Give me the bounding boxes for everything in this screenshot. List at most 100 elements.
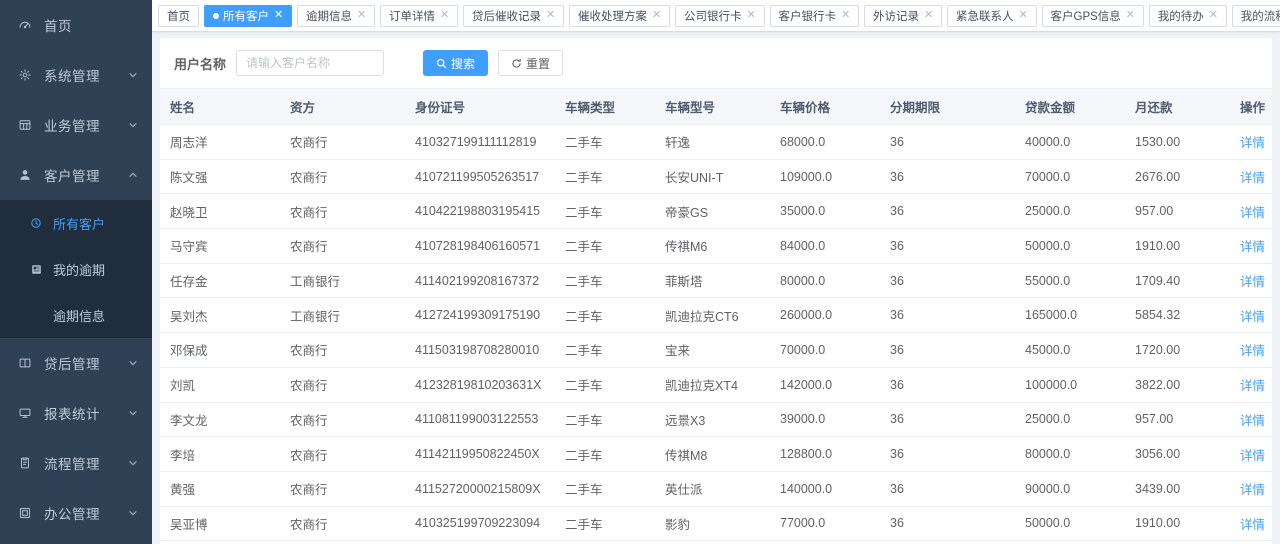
detail-link[interactable]: 详情 <box>1240 517 1266 532</box>
flow-icon <box>16 455 34 471</box>
cell-loan: 90000.0 <box>1015 471 1125 507</box>
tab-12[interactable]: 我的流程✕ <box>1231 4 1280 27</box>
table-head: 姓名 资方 身份证号 车辆类型 车辆型号 车辆价格 分期期限 贷款金额 月还款 操作 <box>160 88 1272 125</box>
close-icon[interactable]: ✕ <box>274 9 284 21</box>
cell-name: 邓保成 <box>160 332 280 368</box>
column-header-0: 姓名 <box>160 88 280 125</box>
tab-2[interactable]: 逾期信息 ✕ <box>297 4 375 27</box>
cell-vehicle_model: 凯迪拉克XT4 <box>655 367 770 403</box>
cell-monthly: 2676.00 <box>1125 159 1230 195</box>
cell-price: 128800.0 <box>770 436 880 472</box>
cell-vehicle_type: 二手车 <box>555 159 655 195</box>
cell-monthly: 957.00 <box>1125 193 1230 230</box>
sidebar-item-system-monitoring[interactable]: 系统监控 <box>0 538 152 544</box>
cell-price: 140000.0 <box>770 471 880 507</box>
table-row: 李文龙 农商行 411081199003122553 二手车 远景X3 39000.0 36… <box>160 402 1272 438</box>
tab-0[interactable]: 首页✕ <box>158 4 199 27</box>
sidebar-item-system-management[interactable]: 系统管理 <box>0 50 152 100</box>
table-header-row: 姓名 资方 身份证号 车辆类型 车辆型号 车辆价格 分期期限 贷款金额 月还款 操作 <box>160 88 1272 125</box>
tab-6[interactable]: 公司银行卡 ✕ <box>675 4 765 27</box>
cell-vehicle_model: 传祺M8 <box>655 436 770 472</box>
detail-link[interactable]: 详情 <box>1240 483 1266 498</box>
dashboard-icon <box>16 17 34 33</box>
sidebar-item-customer-management[interactable]: 客户管理 <box>0 150 152 200</box>
detail-link[interactable]: 详情 <box>1240 171 1266 186</box>
sidebar-item-office-management[interactable]: 办公管理 <box>0 488 152 538</box>
search-button[interactable]: 搜索 <box>423 50 489 76</box>
cell-id: 410327199111112819 <box>405 124 555 160</box>
detail-link[interactable]: 详情 <box>1240 275 1266 290</box>
tab-label: 订单详情 <box>389 10 435 23</box>
detail-link[interactable]: 详情 <box>1240 379 1266 394</box>
tab-1[interactable]: 所有客户 ✕ <box>204 4 292 27</box>
cell-loan: 70000.0 <box>1015 159 1125 195</box>
tab-10[interactable]: 客户GPS信息 ✕ <box>1041 4 1144 27</box>
cell-action: 详情 <box>1230 193 1272 230</box>
cell-name: 黄强 <box>160 471 280 507</box>
chevron-down-icon <box>128 70 138 80</box>
reset-button-label: 重置 <box>526 56 551 71</box>
cell-name: 刘凯 <box>160 367 280 403</box>
close-icon[interactable]: ✕ <box>924 9 934 21</box>
tab-label: 我的待办 <box>1157 10 1204 23</box>
cell-vehicle_type: 二手车 <box>555 263 655 299</box>
sidebar-subitem-overdue-info[interactable]: 逾期信息 <box>0 292 152 338</box>
close-icon[interactable]: ✕ <box>1125 9 1136 21</box>
cell-name: 吴亚博 <box>160 506 280 542</box>
cell-action: 详情 <box>1230 228 1272 264</box>
cell-action: 详情 <box>1230 297 1272 334</box>
close-icon[interactable]: ✕ <box>841 9 851 21</box>
cell-term: 36 <box>880 471 1015 507</box>
cell-loan: 100000.0 <box>1015 367 1125 403</box>
detail-link[interactable]: 详情 <box>1240 344 1266 359</box>
sidebar-item-process-management[interactable]: 流程管理 <box>0 438 152 488</box>
sidebar-subitem-my-overdue[interactable]: 我的逾期 <box>0 246 152 292</box>
close-icon[interactable]: ✕ <box>357 9 367 21</box>
sidebar-item-report-statistics[interactable]: 报表统计 <box>0 388 152 438</box>
tab-label: 首页 <box>167 10 190 23</box>
tab-7[interactable]: 客户银行卡 ✕ <box>769 4 859 27</box>
sidebar-item-business-management[interactable]: 业务管理 <box>0 100 152 150</box>
tab-8[interactable]: 外访记录 ✕ <box>864 4 942 27</box>
cell-name: 马守宾 <box>160 228 280 264</box>
cell-id: 41142119950822450X <box>405 436 555 472</box>
close-icon[interactable]: ✕ <box>652 9 662 21</box>
sidebar-item-label: 系统管理 <box>44 69 100 84</box>
close-icon[interactable]: ✕ <box>440 9 450 21</box>
tab-4[interactable]: 贷后催收记录 ✕ <box>463 4 564 27</box>
tab-9[interactable]: 紧急联系人 ✕ <box>947 4 1037 27</box>
cell-name: 陈文强 <box>160 159 280 195</box>
reset-button[interactable]: 重置 <box>498 50 564 76</box>
cell-vehicle_type: 二手车 <box>555 506 655 542</box>
detail-link[interactable]: 详情 <box>1240 309 1266 324</box>
cell-monthly: 1709.40 <box>1125 263 1230 299</box>
sidebar-item-post-loan-management[interactable]: 贷后管理 <box>0 338 152 388</box>
detail-link[interactable]: 详情 <box>1240 205 1266 220</box>
sidebar-subitem-all-customers[interactable]: 所有客户 <box>0 200 152 246</box>
sidebar-item-home[interactable]: 首页 <box>0 0 152 50</box>
cell-bank: 农商行 <box>280 436 405 472</box>
tab-label: 所有客户 <box>223 10 269 23</box>
tab-11[interactable]: 我的待办 ✕ <box>1148 4 1227 27</box>
close-icon[interactable]: ✕ <box>1018 9 1028 21</box>
cell-bank: 农商行 <box>280 367 405 403</box>
cell-term: 36 <box>880 124 1015 160</box>
search-input[interactable] <box>236 50 385 76</box>
sidebar-item-label: 首页 <box>44 19 72 34</box>
detail-link[interactable]: 详情 <box>1240 136 1266 151</box>
detail-link[interactable]: 详情 <box>1240 448 1266 463</box>
tab-3[interactable]: 订单详情 ✕ <box>380 4 458 27</box>
close-icon[interactable]: ✕ <box>746 9 756 21</box>
cell-term: 36 <box>880 159 1015 195</box>
cell-term: 36 <box>880 193 1015 230</box>
close-icon[interactable]: ✕ <box>1208 9 1219 21</box>
tab-5[interactable]: 催收处理方案 ✕ <box>569 4 670 27</box>
chevron-down-icon <box>128 458 138 468</box>
detail-link[interactable]: 详情 <box>1240 413 1266 428</box>
monitor-icon <box>16 405 34 421</box>
cell-vehicle_model: 帝豪GS <box>655 193 770 230</box>
close-icon[interactable]: ✕ <box>546 9 556 21</box>
sidebar-item-label: 业务管理 <box>44 119 100 134</box>
detail-link[interactable]: 详情 <box>1240 240 1266 255</box>
cell-loan: 50000.0 <box>1015 506 1125 542</box>
